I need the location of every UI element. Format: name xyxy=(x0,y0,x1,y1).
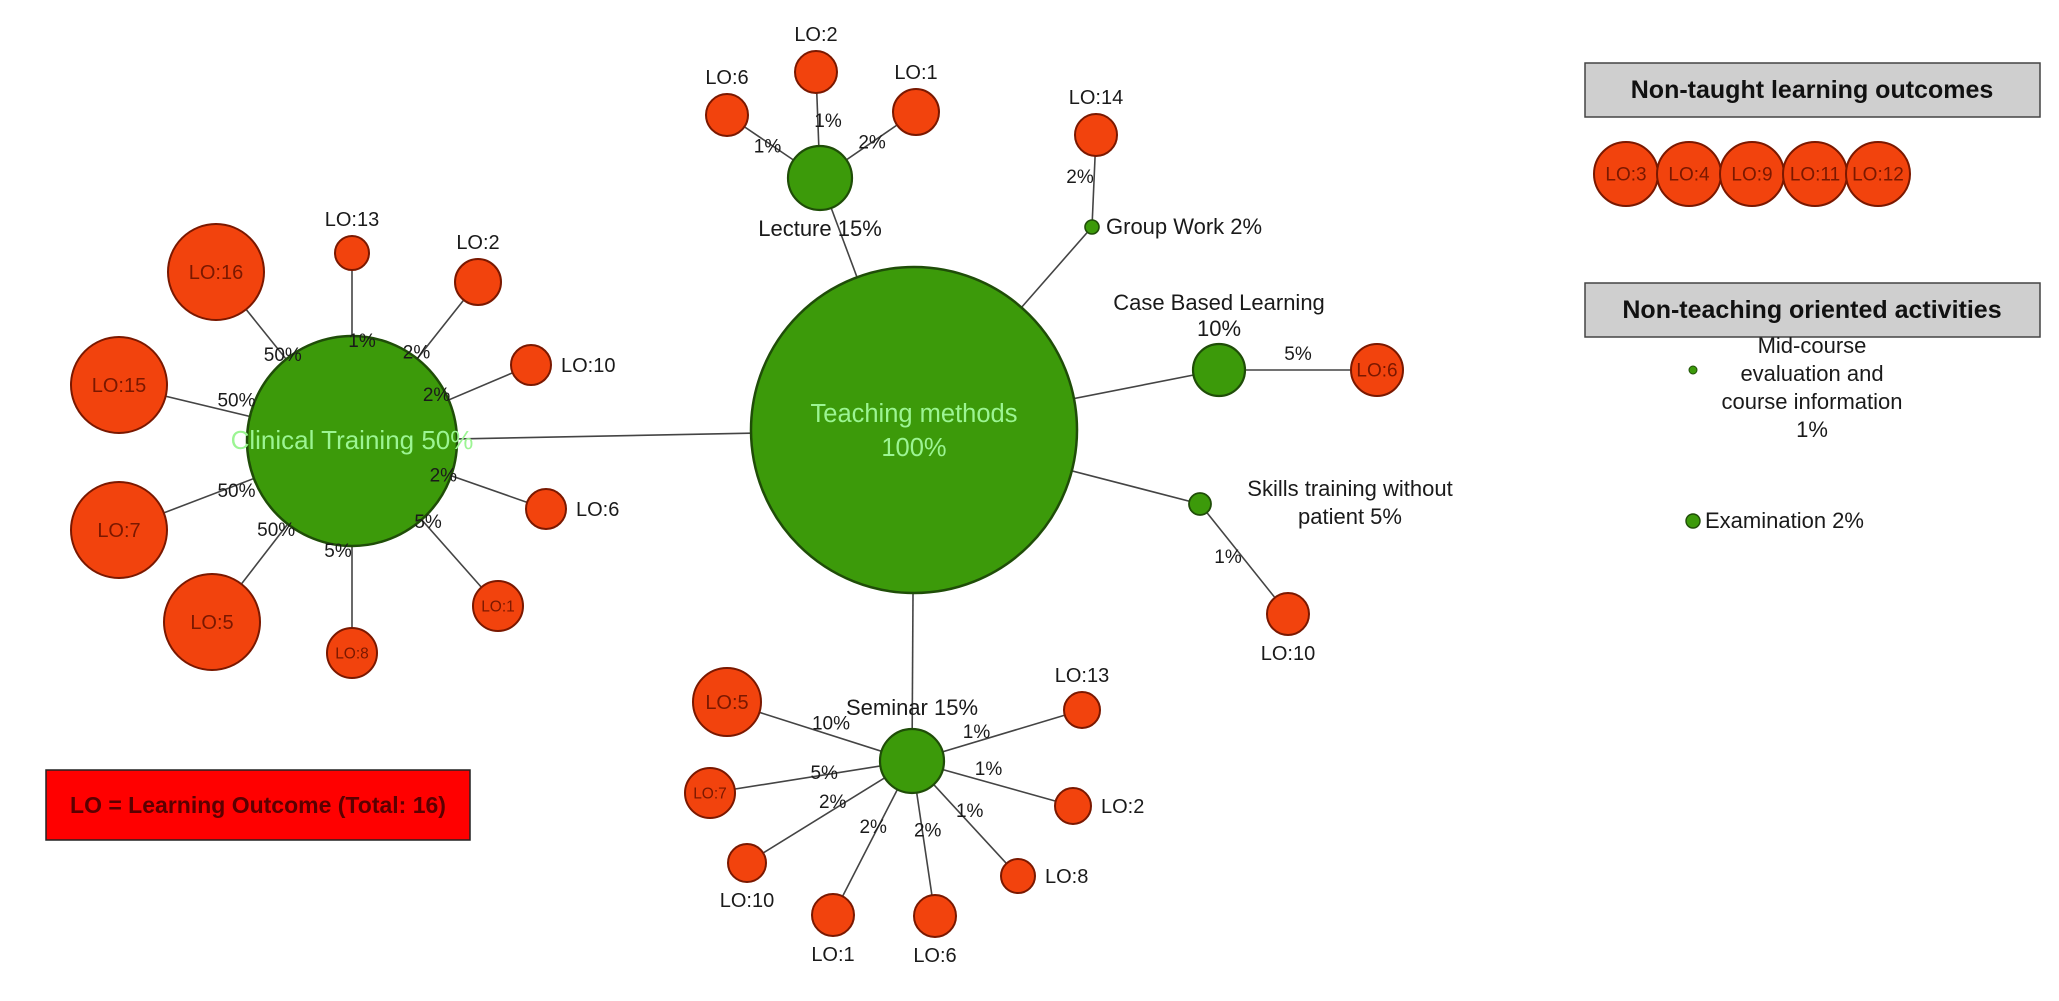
svg-text:Examination 2%: Examination 2% xyxy=(1705,508,1864,533)
svg-text:Non-teaching oriented activiti: Non-teaching oriented activities xyxy=(1622,296,2001,324)
svg-text:LO:6: LO:6 xyxy=(913,945,956,967)
svg-text:LO:13: LO:13 xyxy=(325,209,379,231)
svg-text:2%: 2% xyxy=(1066,167,1094,188)
svg-text:50%: 50% xyxy=(257,520,295,541)
svg-text:1%: 1% xyxy=(754,137,782,158)
svg-text:1%: 1% xyxy=(814,111,842,132)
svg-text:LO:10: LO:10 xyxy=(720,890,774,912)
svg-text:50%: 50% xyxy=(217,481,255,502)
svg-text:2%: 2% xyxy=(403,343,431,364)
svg-text:evaluation and: evaluation and xyxy=(1740,361,1883,386)
svg-text:10%: 10% xyxy=(1197,316,1241,341)
svg-text:2%: 2% xyxy=(859,817,887,838)
svg-text:Non-taught learning outcomes: Non-taught learning outcomes xyxy=(1631,76,1994,104)
svg-text:1%: 1% xyxy=(1214,547,1242,568)
svg-text:LO:6: LO:6 xyxy=(1356,361,1397,382)
svg-text:LO:1: LO:1 xyxy=(481,598,515,615)
svg-text:Case Based Learning: Case Based Learning xyxy=(1113,290,1325,315)
svg-text:1%: 1% xyxy=(348,331,376,352)
svg-text:LO:1: LO:1 xyxy=(894,62,937,84)
svg-text:1%: 1% xyxy=(975,759,1003,780)
svg-text:course information: course information xyxy=(1722,389,1903,414)
svg-text:Clinical Training 50%: Clinical Training 50% xyxy=(231,425,474,455)
svg-text:patient 5%: patient 5% xyxy=(1298,504,1402,529)
svg-text:LO:4: LO:4 xyxy=(1668,165,1710,186)
svg-text:LO:5: LO:5 xyxy=(705,692,748,714)
svg-text:LO:12: LO:12 xyxy=(1852,165,1904,186)
svg-text:2%: 2% xyxy=(423,385,451,406)
svg-text:LO:8: LO:8 xyxy=(1045,866,1088,888)
svg-text:LO:10: LO:10 xyxy=(561,355,615,377)
svg-text:1%: 1% xyxy=(956,801,984,822)
svg-text:5%: 5% xyxy=(414,512,442,533)
svg-text:Lecture 15%: Lecture 15% xyxy=(758,216,882,241)
svg-text:LO:14: LO:14 xyxy=(1069,87,1123,109)
svg-text:LO:5: LO:5 xyxy=(190,612,233,634)
svg-text:LO:16: LO:16 xyxy=(189,262,243,284)
svg-text:2%: 2% xyxy=(914,821,942,842)
svg-text:50%: 50% xyxy=(217,391,255,412)
svg-text:LO:2: LO:2 xyxy=(456,232,499,254)
svg-text:LO:6: LO:6 xyxy=(576,499,619,521)
svg-text:Seminar 15%: Seminar 15% xyxy=(846,695,978,720)
svg-text:50%: 50% xyxy=(264,345,302,366)
svg-text:Mid-course: Mid-course xyxy=(1758,333,1867,358)
svg-text:5%: 5% xyxy=(810,763,838,784)
svg-text:2%: 2% xyxy=(858,132,886,153)
svg-text:LO:7: LO:7 xyxy=(97,520,140,542)
svg-text:1%: 1% xyxy=(963,722,991,743)
svg-text:Skills training without: Skills training without xyxy=(1247,476,1452,501)
svg-text:LO:2: LO:2 xyxy=(1101,796,1144,818)
svg-text:LO:11: LO:11 xyxy=(1790,165,1840,186)
svg-text:LO:2: LO:2 xyxy=(794,24,837,46)
svg-text:2%: 2% xyxy=(819,792,847,813)
svg-text:LO:1: LO:1 xyxy=(811,944,854,966)
svg-text:10%: 10% xyxy=(812,713,850,734)
svg-text:LO:10: LO:10 xyxy=(1261,643,1315,665)
svg-text:1%: 1% xyxy=(1796,417,1828,442)
svg-text:LO:3: LO:3 xyxy=(1605,165,1646,186)
svg-text:Group Work 2%: Group Work 2% xyxy=(1106,214,1262,239)
svg-text:Teaching methods: Teaching methods xyxy=(811,400,1018,428)
svg-text:LO:6: LO:6 xyxy=(705,67,748,89)
svg-text:LO = Learning Outcome (Total:: LO = Learning Outcome (Total: 16) xyxy=(70,792,446,818)
svg-text:LO:8: LO:8 xyxy=(335,645,369,662)
svg-text:5%: 5% xyxy=(1284,344,1312,365)
svg-text:100%: 100% xyxy=(881,434,946,462)
svg-text:LO:9: LO:9 xyxy=(1731,165,1772,186)
svg-text:5%: 5% xyxy=(324,541,352,562)
svg-text:LO:13: LO:13 xyxy=(1055,665,1109,687)
svg-text:LO:7: LO:7 xyxy=(693,785,727,802)
svg-text:2%: 2% xyxy=(430,466,458,487)
svg-text:LO:15: LO:15 xyxy=(92,375,146,397)
